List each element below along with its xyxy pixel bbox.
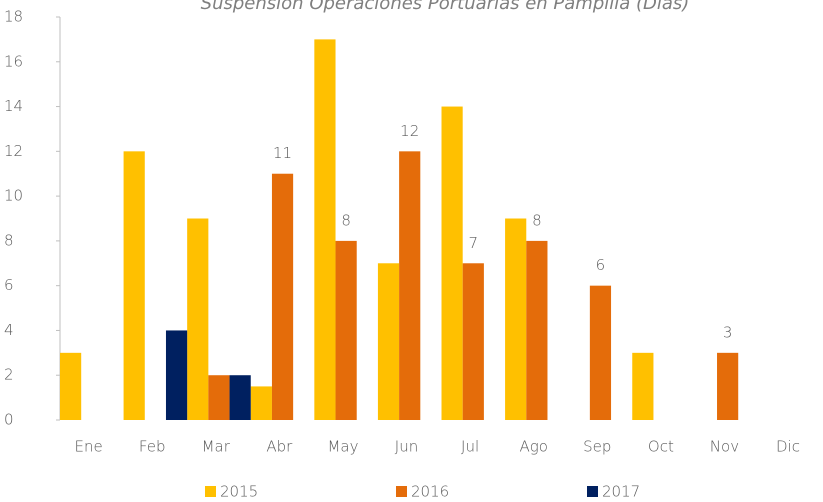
- y-tick-label: 2: [4, 366, 14, 384]
- x-tick-label: Feb: [139, 438, 166, 456]
- bar: [441, 106, 463, 421]
- legend-swatch: [587, 486, 598, 497]
- bar: [399, 151, 421, 421]
- y-tick-label: 0: [4, 411, 14, 429]
- bar: [526, 240, 548, 420]
- bar: [165, 330, 188, 420]
- x-tick-label: Ago: [519, 438, 547, 456]
- y-tick-label: 16: [4, 52, 23, 70]
- x-tick-label: Mar: [202, 438, 231, 456]
- bar: [462, 263, 484, 420]
- data-label: 6: [596, 256, 606, 274]
- legend-swatch: [396, 486, 407, 497]
- legend-label: 2015: [220, 483, 258, 501]
- data-label: 11: [273, 144, 292, 162]
- y-tick-label: 4: [4, 321, 14, 339]
- bar: [717, 352, 739, 420]
- bar: [314, 39, 336, 421]
- bar: [123, 151, 145, 421]
- x-tick-label: Abr: [266, 438, 293, 456]
- bar: [271, 173, 294, 420]
- y-tick-label: 14: [4, 97, 23, 115]
- bar: [208, 375, 230, 420]
- data-label: 12: [400, 122, 419, 140]
- x-tick-label: May: [327, 438, 358, 456]
- legend-swatch: [205, 486, 216, 497]
- x-tick-label: Dic: [776, 438, 800, 456]
- y-tick-label: 18: [4, 8, 23, 26]
- bar: [229, 375, 251, 420]
- bar: [187, 218, 209, 420]
- bar: [589, 285, 612, 420]
- x-tick-label: Sep: [583, 438, 611, 456]
- data-label: 3: [723, 323, 733, 341]
- data-label: 8: [341, 211, 351, 229]
- bar: [632, 352, 654, 420]
- y-tick-label: 6: [4, 276, 14, 294]
- x-tick-label: Nov: [710, 438, 739, 456]
- y-tick-label: 10: [4, 187, 23, 205]
- bar: [377, 263, 400, 420]
- x-tick-label: Ene: [75, 438, 103, 456]
- y-tick-label: 12: [4, 142, 23, 160]
- y-tick-label: 8: [4, 231, 14, 249]
- data-label: 7: [469, 234, 479, 252]
- legend-label: 2017: [602, 483, 640, 501]
- bar: [505, 218, 527, 420]
- data-label: 8: [532, 211, 542, 229]
- chart-title: Suspensión Operaciones Portuarias en Pam…: [201, 0, 690, 14]
- bar: [250, 386, 272, 420]
- bar: [335, 240, 357, 420]
- x-tick-label: Jul: [461, 438, 479, 456]
- bar: [60, 352, 82, 420]
- x-tick-label: Jun: [395, 438, 418, 456]
- legend-label: 2016: [411, 483, 449, 501]
- x-tick-label: Oct: [648, 438, 674, 456]
